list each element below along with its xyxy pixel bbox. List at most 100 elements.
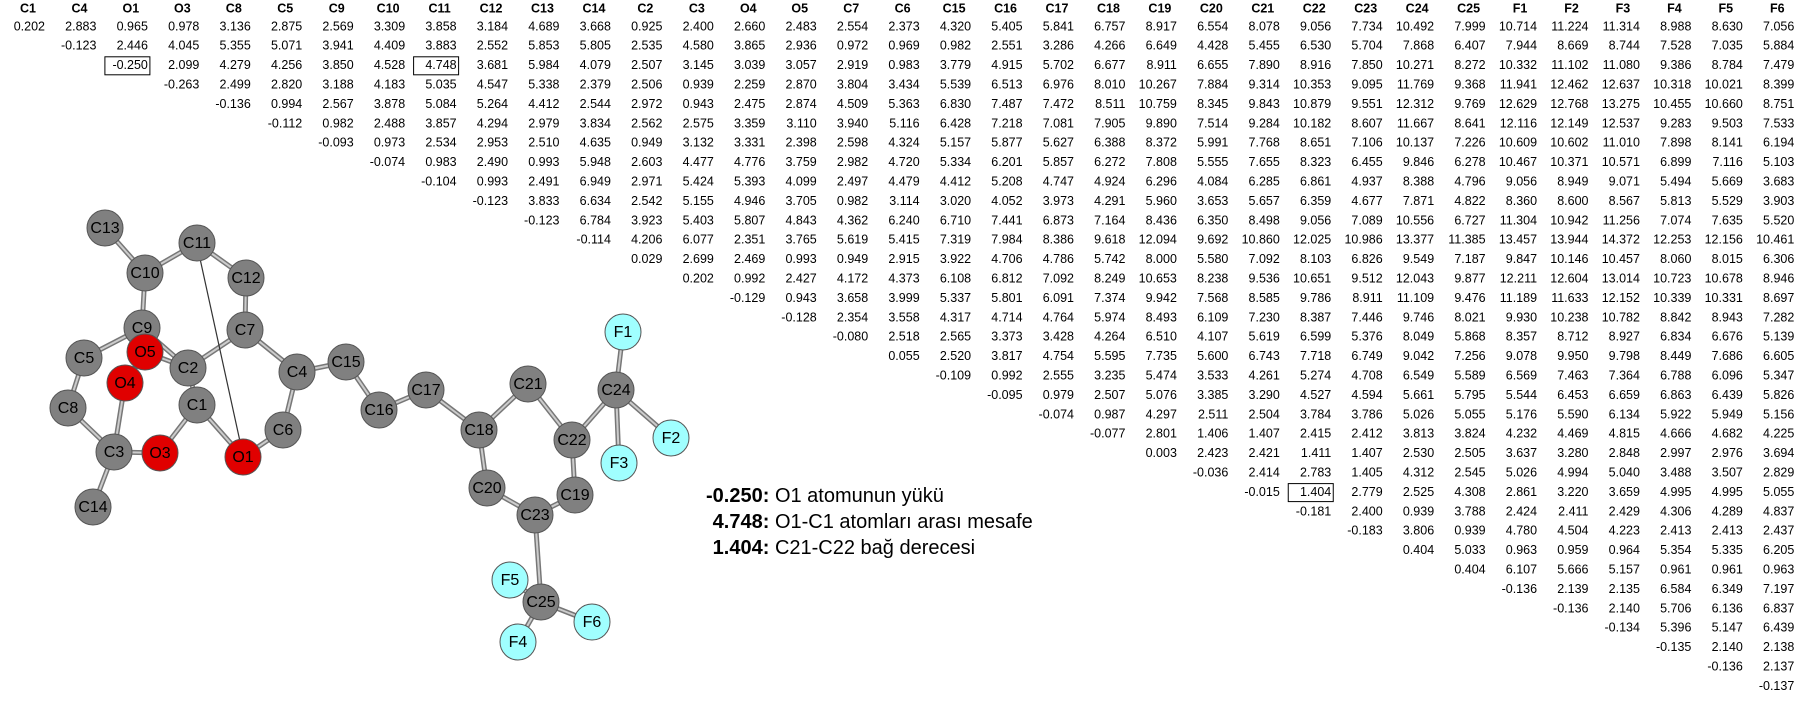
cell: 3.280 <box>1557 446 1588 460</box>
cell: 5.139 <box>1763 330 1794 344</box>
cell: 0.939 <box>1454 524 1485 538</box>
cell: -0.137 <box>1759 679 1794 693</box>
cell: 4.666 <box>1660 427 1691 441</box>
cell: 2.567 <box>322 97 353 111</box>
cell: 6.743 <box>1249 349 1280 363</box>
cell: 4.764 <box>1043 310 1074 324</box>
atom-label: O3 <box>149 445 170 462</box>
cell: 8.372 <box>1146 136 1177 150</box>
cell: 4.946 <box>734 194 765 208</box>
cell: 4.780 <box>1506 524 1537 538</box>
cell: 0.943 <box>683 97 714 111</box>
cell: 9.942 <box>1146 291 1177 305</box>
cell: 9.283 <box>1660 116 1691 130</box>
cell: 2.400 <box>1351 504 1382 518</box>
cell: 10.651 <box>1293 271 1331 285</box>
cell: 9.890 <box>1146 116 1177 130</box>
cell: 6.788 <box>1660 368 1691 382</box>
cell: 7.735 <box>1146 349 1177 363</box>
cell: 1.411 <box>1301 446 1331 460</box>
cell: -0.183 <box>1347 524 1382 538</box>
cell: 4.527 <box>1300 388 1331 402</box>
cell: 9.284 <box>1249 116 1280 130</box>
cell: 3.668 <box>580 19 611 33</box>
cell: 12.094 <box>1139 233 1177 247</box>
cell: 6.407 <box>1454 39 1485 53</box>
cell: 8.386 <box>1043 233 1074 247</box>
cell: 3.903 <box>1763 194 1794 208</box>
cell: 7.655 <box>1249 155 1280 169</box>
cell: 4.279 <box>220 58 251 72</box>
cell: 0.994 <box>271 97 302 111</box>
cell: 11.080 <box>1603 58 1640 72</box>
legend-text: C21-C22 bağ derecesi <box>775 537 975 559</box>
cell: 9.095 <box>1351 77 1382 91</box>
cell: 4.995 <box>1712 485 1743 499</box>
cell: 7.089 <box>1351 213 1382 227</box>
cell: 6.899 <box>1660 155 1691 169</box>
cell: 8.916 <box>1300 58 1331 72</box>
cell: 5.857 <box>1043 155 1074 169</box>
cell: 0.202 <box>683 271 714 285</box>
cell: 9.930 <box>1506 310 1537 324</box>
cell: 5.355 <box>220 39 251 53</box>
cell: 8.751 <box>1763 97 1794 111</box>
cell: 3.833 <box>528 194 559 208</box>
cell: 3.145 <box>683 58 714 72</box>
cell: 12.768 <box>1550 97 1588 111</box>
cell: 5.157 <box>1609 562 1640 576</box>
cell: 2.554 <box>837 19 868 33</box>
cell: 2.446 <box>117 39 148 53</box>
cell: 4.362 <box>837 213 868 227</box>
cell: 8.567 <box>1609 194 1640 208</box>
column-header: C7 <box>843 1 859 15</box>
atom-label: C23 <box>520 507 549 524</box>
cell: 6.439 <box>1712 388 1743 402</box>
column-header: C1 <box>20 1 36 15</box>
cell: 6.949 <box>580 174 611 188</box>
cell: 2.534 <box>425 136 456 150</box>
cell: 10.146 <box>1550 252 1588 266</box>
cell: 3.941 <box>322 39 353 53</box>
column-header: C16 <box>994 1 1017 15</box>
cell: 6.510 <box>1146 330 1177 344</box>
cell: 4.509 <box>837 97 868 111</box>
cell: 7.472 <box>1043 97 1074 111</box>
column-header: C8 <box>226 1 242 15</box>
atom-label: C10 <box>130 265 159 282</box>
cell: 2.919 <box>837 58 868 72</box>
cell: 2.488 <box>374 116 405 130</box>
cell: 5.403 <box>683 213 714 227</box>
cell: 4.720 <box>888 155 919 169</box>
cell: 4.412 <box>528 97 559 111</box>
cell: 8.917 <box>1146 19 1177 33</box>
cell: 7.446 <box>1351 310 1382 324</box>
cell: 2.779 <box>1351 485 1382 499</box>
cell: 3.507 <box>1712 465 1743 479</box>
atom-label: C6 <box>273 422 294 439</box>
cell: 0.972 <box>837 39 868 53</box>
cell: 6.727 <box>1454 213 1485 227</box>
cell: 3.373 <box>991 330 1022 344</box>
cell: 3.220 <box>1557 485 1588 499</box>
cell: 8.988 <box>1660 19 1691 33</box>
cell: 7.364 <box>1609 368 1640 382</box>
cell: 3.759 <box>785 155 816 169</box>
cell: 7.218 <box>991 116 1022 130</box>
cell: 2.542 <box>631 194 662 208</box>
cell: 11.633 <box>1551 291 1588 305</box>
atom-label: C14 <box>78 499 107 516</box>
cell: 3.824 <box>1454 427 1485 441</box>
atom-label: F2 <box>662 430 681 447</box>
cell: 2.575 <box>683 116 714 130</box>
cell: -0.250 <box>112 58 147 72</box>
cell: 8.651 <box>1300 136 1331 150</box>
cell: 4.320 <box>940 19 971 33</box>
cell: 3.659 <box>1609 485 1640 499</box>
cell: 2.351 <box>734 233 765 247</box>
cell: 10.271 <box>1396 58 1434 72</box>
cell: -0.136 <box>1502 582 1537 596</box>
cell: 3.784 <box>1300 407 1331 421</box>
cell: 4.837 <box>1763 504 1794 518</box>
cell: 5.274 <box>1300 368 1331 382</box>
